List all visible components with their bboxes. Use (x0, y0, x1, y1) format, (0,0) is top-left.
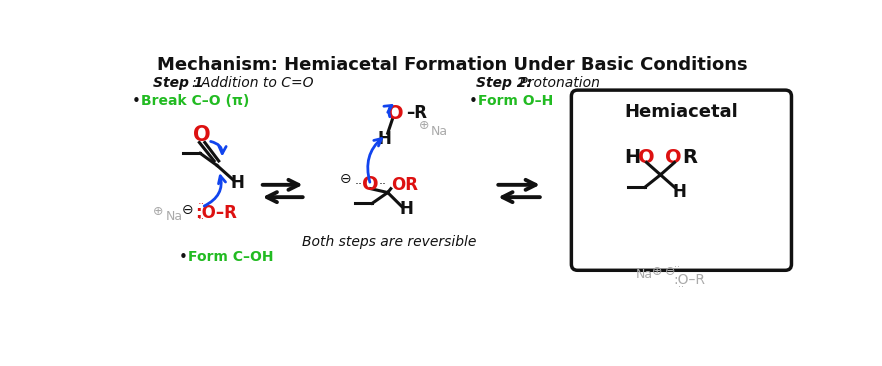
Text: •: • (178, 250, 187, 265)
Text: ⊕: ⊕ (419, 119, 430, 132)
FancyArrowPatch shape (368, 139, 382, 182)
Text: O: O (363, 175, 379, 194)
Text: ··: ·· (677, 282, 684, 292)
Text: H: H (230, 173, 244, 191)
Text: Step 2:: Step 2: (476, 76, 532, 90)
Text: O: O (387, 104, 404, 123)
Text: Protonation: Protonation (515, 76, 600, 90)
Text: ··: ·· (198, 214, 206, 224)
Text: Na: Na (166, 210, 183, 223)
Text: Form C–OH: Form C–OH (188, 250, 273, 264)
Text: Form O–H: Form O–H (477, 94, 553, 108)
Text: Break C–O (π): Break C–O (π) (141, 94, 250, 108)
Text: Step 1: Step 1 (153, 76, 203, 90)
Text: Na: Na (636, 268, 653, 281)
Text: Mechanism: Hemiacetal Formation Under Basic Conditions: Mechanism: Hemiacetal Formation Under Ba… (157, 56, 747, 74)
FancyArrowPatch shape (205, 176, 226, 206)
Text: Hemiacetal: Hemiacetal (624, 103, 738, 121)
Text: R: R (682, 148, 697, 167)
Text: O: O (193, 125, 211, 145)
Text: ⊖: ⊖ (340, 172, 352, 186)
Text: O: O (665, 148, 681, 167)
FancyBboxPatch shape (572, 90, 791, 270)
Text: ··: ·· (355, 178, 363, 191)
Text: O: O (639, 148, 654, 167)
Text: ··: ·· (675, 262, 680, 272)
Text: Both steps are reversible: Both steps are reversible (302, 235, 476, 249)
Text: :O–R: :O–R (673, 273, 705, 287)
Text: ⊕: ⊕ (153, 205, 163, 218)
Text: ⊖: ⊖ (665, 265, 676, 278)
Text: •: • (132, 94, 141, 109)
Text: Na: Na (430, 125, 447, 138)
Text: : Addition to C=O: : Addition to C=O (192, 76, 314, 90)
Text: –R: –R (407, 104, 427, 122)
Text: :O–R: :O–R (196, 204, 237, 222)
Text: H: H (624, 148, 640, 167)
Text: H: H (672, 183, 686, 201)
Text: ⊕: ⊕ (652, 265, 662, 278)
Text: ··: ·· (198, 199, 206, 209)
Text: •: • (468, 94, 477, 109)
Text: ⊖: ⊖ (182, 202, 193, 216)
Text: OR: OR (391, 176, 418, 194)
Text: ··: ·· (379, 178, 387, 191)
Text: H: H (377, 130, 392, 148)
Text: H: H (400, 201, 414, 219)
FancyArrowPatch shape (211, 141, 226, 154)
FancyArrowPatch shape (384, 105, 392, 117)
